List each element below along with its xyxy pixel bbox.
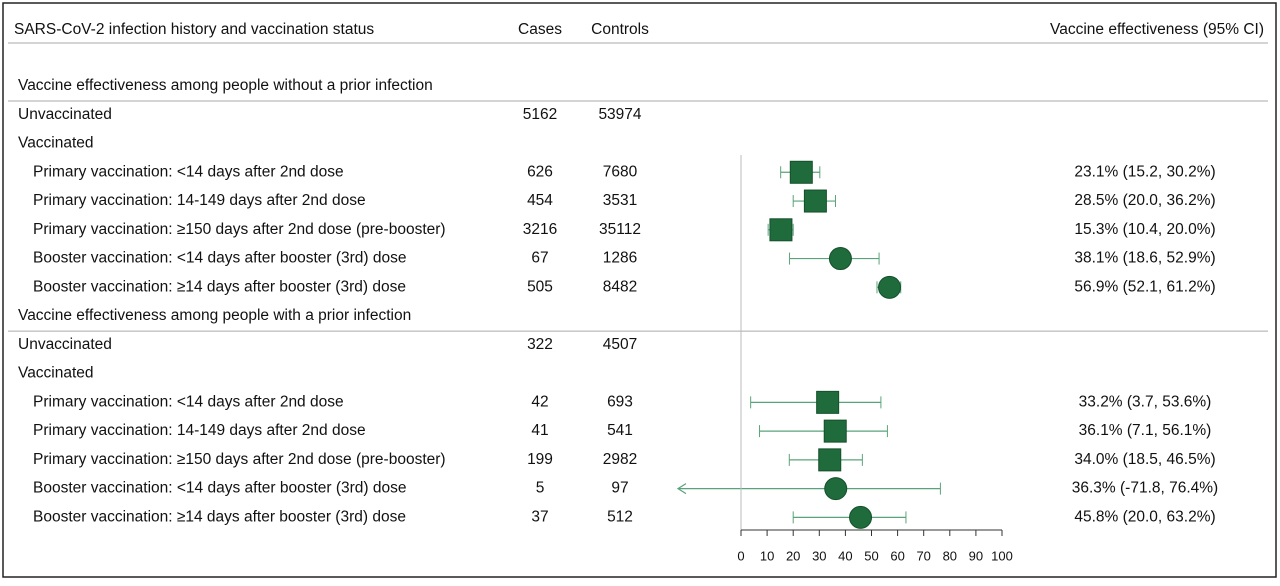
- ve-label: 56.9% (52.1, 61.2%): [1074, 278, 1215, 295]
- x-tick-label: 50: [864, 548, 878, 563]
- controls: 512: [607, 508, 633, 525]
- estimate: [878, 275, 902, 299]
- x-tick-label: 100: [991, 548, 1013, 563]
- estimate: [849, 505, 873, 529]
- cases: 322: [527, 336, 553, 353]
- ve-label: 28.5% (20.0, 36.2%): [1074, 192, 1215, 209]
- estimate: [803, 189, 827, 213]
- controls: 1286: [603, 250, 637, 267]
- cases: 41: [531, 422, 548, 439]
- controls: 97: [611, 480, 628, 497]
- ci-arrow: [676, 483, 687, 495]
- column-header: Vaccine effectiveness (95% CI): [1050, 21, 1264, 38]
- cases: 37: [531, 508, 548, 525]
- ve-label: 45.8% (20.0, 63.2%): [1074, 508, 1215, 525]
- x-tick-label: 20: [786, 548, 800, 563]
- row-label: Primary vaccination: 14-149 days after 2…: [33, 422, 366, 439]
- cases: 505: [527, 278, 553, 295]
- row-label: Vaccinated: [18, 365, 94, 382]
- row-label: Primary vaccination: ≥150 days after 2nd…: [33, 451, 446, 468]
- controls: 7680: [603, 163, 638, 180]
- controls: 53974: [598, 106, 641, 123]
- x-tick-label: 70: [916, 548, 930, 563]
- ve-label: 23.1% (15.2, 30.2%): [1074, 163, 1215, 180]
- section-title: Vaccine effectiveness among people with …: [18, 307, 411, 324]
- x-tick-label: 80: [943, 548, 957, 563]
- cases: 5162: [523, 106, 557, 123]
- row-label: Booster vaccination: <14 days after boos…: [33, 250, 407, 267]
- x-tick-label: 0: [737, 548, 744, 563]
- estimate: [818, 448, 842, 472]
- column-header: SARS-CoV-2 infection history and vaccina…: [14, 21, 374, 38]
- column-header: Cases: [518, 21, 562, 38]
- row-label: Primary vaccination: <14 days after 2nd …: [33, 393, 344, 410]
- controls: 3531: [603, 192, 637, 209]
- row-label: Booster vaccination: ≥14 days after boos…: [33, 508, 406, 525]
- row-label: Primary vaccination: <14 days after 2nd …: [33, 163, 344, 180]
- ve-label: 33.2% (3.7, 53.6%): [1079, 393, 1212, 410]
- cases: 454: [527, 192, 553, 209]
- controls: 2982: [603, 451, 637, 468]
- cases: 199: [527, 451, 553, 468]
- ve-label: 15.3% (10.4, 20.0%): [1074, 221, 1215, 238]
- x-tick-label: 60: [890, 548, 904, 563]
- controls: 693: [607, 393, 633, 410]
- row-label: Primary vaccination: 14-149 days after 2…: [33, 192, 366, 209]
- frame: [2, 2, 1277, 578]
- row-label: Booster vaccination: ≥14 days after boos…: [33, 278, 406, 295]
- ve-label: 38.1% (18.6, 52.9%): [1074, 250, 1215, 267]
- row-label: Unvaccinated: [18, 106, 112, 123]
- x-tick-label: 40: [838, 548, 852, 563]
- controls: 35112: [599, 221, 641, 238]
- cases: 42: [531, 393, 548, 410]
- cases: 626: [527, 163, 553, 180]
- x-tick-label: 10: [760, 548, 774, 563]
- controls: 8482: [603, 278, 637, 295]
- cases: 3216: [523, 221, 557, 238]
- estimate: [789, 160, 813, 184]
- x-tick-label: 30: [812, 548, 826, 563]
- estimate: [816, 390, 840, 414]
- controls: 541: [607, 422, 633, 439]
- x-tick-label: 90: [969, 548, 983, 563]
- row-label: Vaccinated: [18, 135, 94, 152]
- estimate: [769, 218, 793, 242]
- section-title: Vaccine effectiveness among people witho…: [18, 77, 433, 94]
- estimate: [824, 477, 848, 501]
- estimate: [828, 247, 852, 271]
- row-label: Unvaccinated: [18, 336, 112, 353]
- estimate: [823, 419, 847, 443]
- cases: 67: [531, 250, 548, 267]
- cases: 5: [536, 480, 545, 497]
- controls: 4507: [603, 336, 637, 353]
- row-label: Primary vaccination: ≥150 days after 2nd…: [33, 221, 446, 238]
- column-header: Controls: [591, 21, 649, 38]
- row-label: Booster vaccination: <14 days after boos…: [33, 480, 407, 497]
- ve-label: 34.0% (18.5, 46.5%): [1074, 451, 1215, 468]
- ve-label: 36.3% (-71.8, 76.4%): [1072, 480, 1218, 497]
- ve-label: 36.1% (7.1, 56.1%): [1079, 422, 1212, 439]
